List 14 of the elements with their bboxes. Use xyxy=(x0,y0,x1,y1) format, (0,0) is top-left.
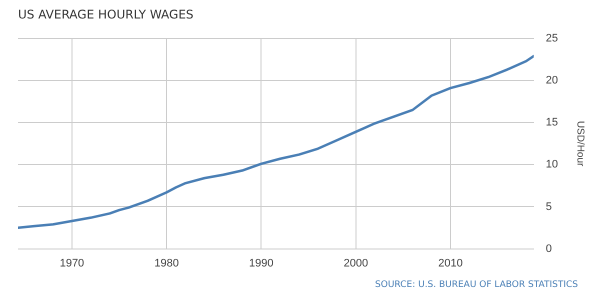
x-tick-label: 1990 xyxy=(248,257,274,270)
y-tick-label: 5 xyxy=(546,200,552,213)
y-axis-title: USD/Hour xyxy=(574,120,586,168)
chart-title: US AVERAGE HOURLY WAGES xyxy=(18,7,194,22)
y-tick-label: 10 xyxy=(546,158,558,171)
source-note: SOURCE: U.S. BUREAU OF LABOR STATISTICS xyxy=(375,280,578,290)
y-tick-label: 20 xyxy=(546,74,558,87)
x-tick-label: 1980 xyxy=(154,257,179,270)
x-tick-label: 1970 xyxy=(60,257,84,270)
y-tick-label: 25 xyxy=(546,32,558,44)
y-tick-label: 15 xyxy=(546,116,558,129)
x-tick-label: 2010 xyxy=(438,257,463,270)
x-tick-label: 2000 xyxy=(344,257,368,270)
y-tick-label: 0 xyxy=(546,242,552,255)
